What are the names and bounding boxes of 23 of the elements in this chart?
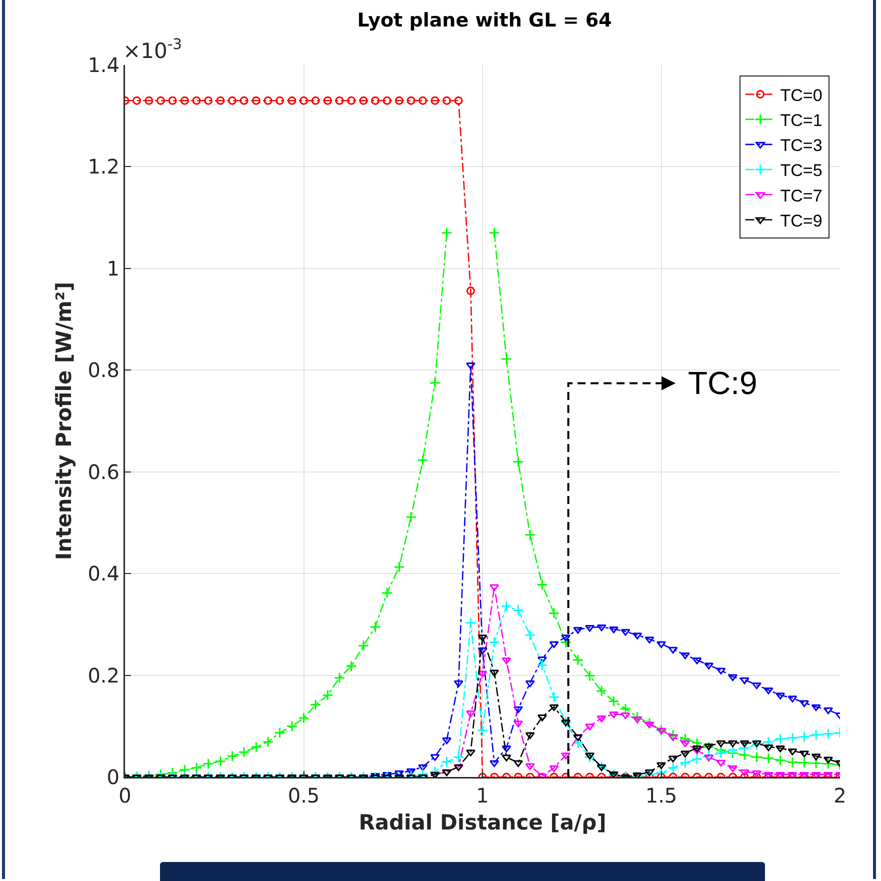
y-tick-label: 0.6 (88, 460, 120, 484)
x-tick-label: 0.5 (288, 784, 320, 808)
x-tick-label: 2 (834, 784, 846, 808)
y-tick-label: 0.8 (88, 358, 120, 382)
legend-label: TC=3 (780, 136, 822, 156)
chart-title: Lyot plane with GL = 64 (357, 10, 612, 32)
y-tick-label: 1.4 (88, 53, 120, 77)
y-tick-label: 1.2 (88, 154, 120, 179)
annotation: TC:9 (688, 365, 758, 401)
y-tick-label: 1 (106, 256, 120, 280)
legend-label: TC=9 (780, 211, 822, 230)
x-tick-label: 1 (476, 784, 489, 808)
y-tick-label: 0.4 (88, 562, 120, 586)
y-tick-label: 0 (106, 765, 120, 789)
y-axis-title: Intensity Profile [W/m²] (52, 282, 76, 560)
x-axis-title: Radial Distance [a/ρ] (358, 810, 606, 834)
x-tick-label: 1.5 (645, 784, 678, 808)
legend-label: TC=5 (780, 161, 822, 180)
legend-label: TC=1 (780, 110, 822, 130)
legend-label: TC=0 (780, 86, 822, 105)
legend-label: TC=7 (780, 186, 822, 206)
text: ×10$^{-3}$ (123, 36, 182, 63)
y-tick-label: 0.2 (88, 663, 120, 688)
